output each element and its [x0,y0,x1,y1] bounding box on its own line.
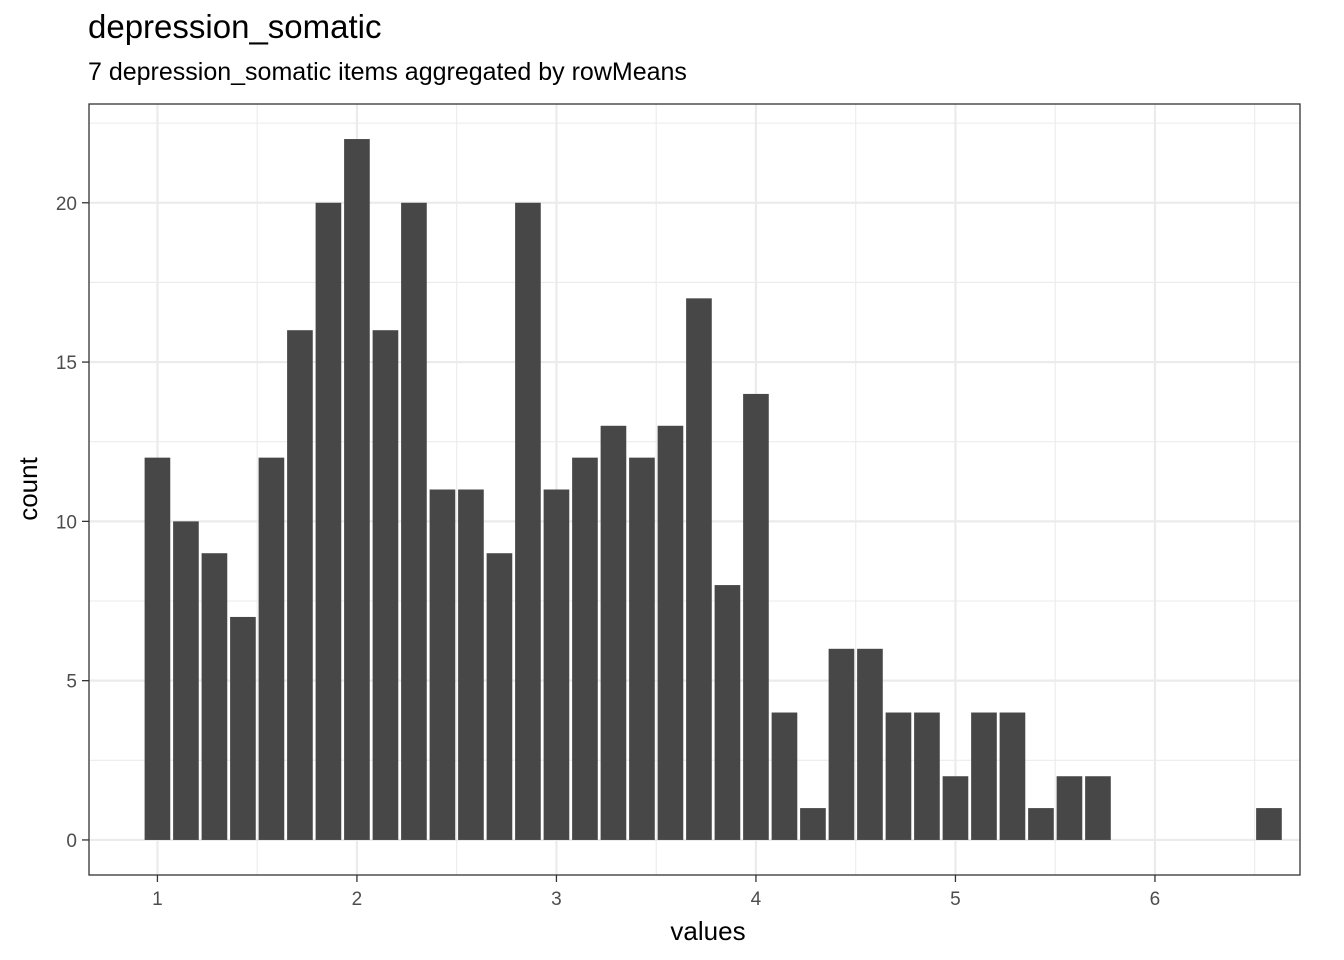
plot-panel-border [88,103,1301,876]
y-tick-label: 0 [66,831,77,852]
x-tick-label: 2 [352,889,363,910]
histogram-bar [1028,808,1054,840]
y-axis-ticks: 0 5 10 15 20 [56,194,89,852]
y-tick-label: 20 [56,194,77,215]
y-tick-label: 10 [56,512,77,533]
histogram-bar [999,712,1026,840]
histogram-bar [828,648,855,840]
histogram-bar [429,489,456,840]
x-tick-label: 4 [751,889,762,910]
histogram-bar [629,457,655,840]
histogram-bar [287,330,313,840]
x-axis-ticks: 1 2 3 4 5 6 [152,875,1160,910]
histogram-bar [372,330,399,840]
histogram-bar [1085,776,1111,840]
histogram-bar [230,616,256,840]
histogram-bar [771,712,798,840]
histogram-bar [401,202,427,840]
histogram-bar [914,712,940,840]
histogram-bar [486,553,513,840]
histogram-bar [144,457,171,840]
y-axis-title: count [13,456,43,520]
x-tick-label: 6 [1150,889,1161,910]
histogram-bar [885,712,912,840]
histogram-bar [173,521,199,840]
chart-subtitle: 7 depression_somatic items aggregated by… [88,58,687,86]
histogram-bar [800,808,826,840]
histogram-bar [1056,776,1083,840]
histogram-bar [657,425,684,840]
y-tick-label: 5 [66,672,77,693]
x-tick-label: 1 [152,889,163,910]
histogram-bar [971,712,997,840]
x-axis-title: values [670,916,745,946]
histogram-bar [1256,808,1282,840]
histogram-bar [543,489,570,840]
x-tick-label: 5 [950,889,961,910]
chart-title: depression_somatic [88,8,382,45]
histogram-bar [600,425,627,840]
y-tick-label: 15 [56,353,77,374]
histogram-bar [515,202,541,840]
histogram-bar [201,553,228,840]
histogram-bar [258,457,285,840]
bars [144,139,1282,840]
histogram-bar [344,139,370,840]
histogram-bar [743,393,769,840]
histogram-bar [686,298,712,840]
histogram-bar [714,585,741,840]
histogram-bar [942,776,969,840]
histogram-bar [572,457,598,840]
histogram-bar [857,648,883,840]
histogram-bar [458,489,484,840]
histogram-bar [315,202,342,840]
x-tick-label: 3 [551,889,562,910]
